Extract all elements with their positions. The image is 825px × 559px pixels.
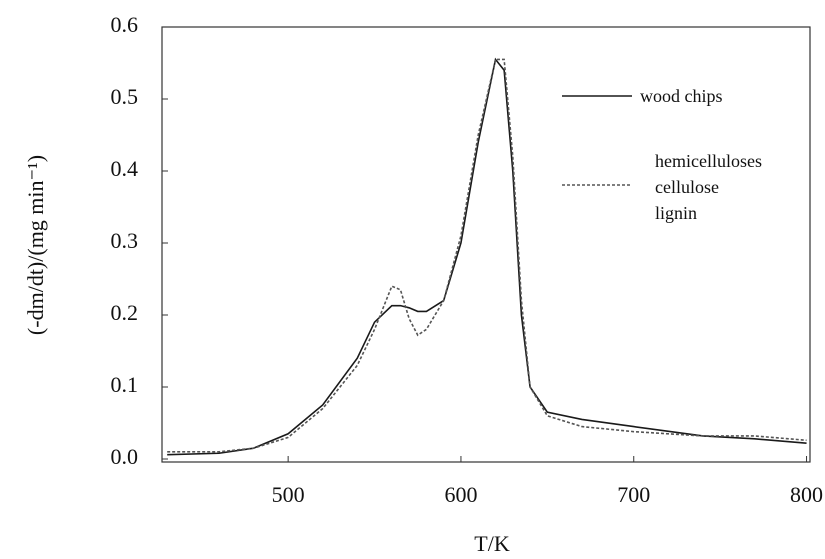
y-tick-label: 0.0 <box>111 444 139 469</box>
data-line <box>167 57 807 456</box>
x-tick-label: 700 <box>617 482 650 507</box>
plot-frame <box>161 26 811 463</box>
x-axis-label: T/K <box>474 531 510 556</box>
x-tick-label: 600 <box>444 482 477 507</box>
y-tick-label: 0.5 <box>111 84 139 109</box>
x-tick-label: 500 <box>272 482 305 507</box>
y-tick-label: 0.1 <box>111 372 139 397</box>
y-tick-label: 0.2 <box>111 300 139 325</box>
legend-label: wood chips <box>640 86 723 106</box>
y-tick-label: 0.3 <box>111 228 139 253</box>
y-tick-label: 0.4 <box>111 156 139 181</box>
x-tick-label: 800 <box>790 482 823 507</box>
data-line <box>167 58 807 453</box>
legend-label: hemicelluloses cellulose lignin <box>655 151 762 223</box>
y-tick-label: 0.6 <box>111 12 139 37</box>
y-axis-label: (-dm/dt)/(mg min⁻¹) <box>23 155 48 335</box>
